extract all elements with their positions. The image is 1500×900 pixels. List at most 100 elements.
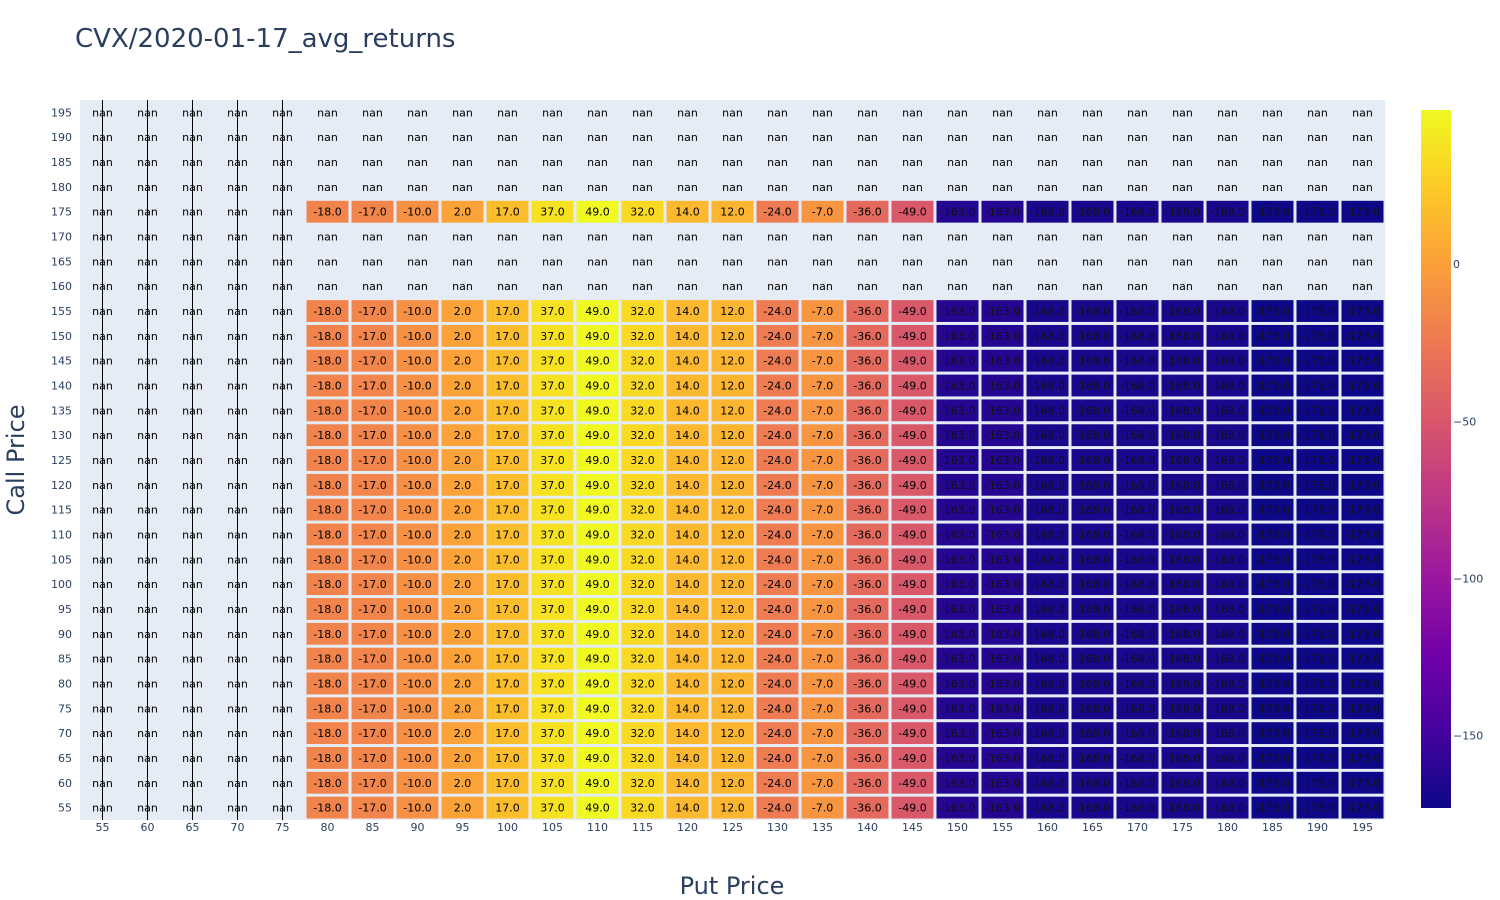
heatmap-cell: [531, 672, 574, 695]
cell-label: -168.0: [1120, 504, 1155, 517]
heatmap-cell: [1116, 796, 1159, 819]
y-tick-label: 130: [51, 429, 72, 442]
heatmap-cell: [396, 697, 439, 720]
heatmap-cell: [1296, 349, 1339, 372]
heatmap-cell: [621, 647, 664, 670]
heatmap-cell: [576, 722, 619, 745]
heatmap-cell: [936, 349, 979, 372]
cell-label: -168.0: [1075, 528, 1110, 541]
cell-label: -24.0: [763, 752, 791, 765]
cell-label-missing: nan: [362, 156, 383, 169]
heatmap-cell: [1116, 399, 1159, 422]
cell-label: -49.0: [898, 628, 926, 641]
heatmap-cell: [936, 622, 979, 645]
cell-label: -173.0: [1300, 578, 1335, 591]
heatmap-cell: [576, 573, 619, 596]
cell-label: -49.0: [898, 355, 926, 368]
cell-label: -163.0: [940, 578, 975, 591]
heatmap-cell: [1296, 200, 1339, 223]
cell-label-missing: nan: [677, 280, 698, 293]
heatmap-cell: [1026, 424, 1069, 447]
cell-label: -168.0: [1030, 504, 1065, 517]
cell-label: -7.0: [812, 404, 833, 417]
cell-label: -168.0: [1165, 380, 1200, 393]
cell-label: 14.0: [675, 603, 700, 616]
cell-label-missing: nan: [677, 131, 698, 144]
heatmap-cell: [801, 324, 844, 347]
heatmap-cell: [1296, 523, 1339, 546]
heatmap-cell: [936, 374, 979, 397]
heatmap-cell: [441, 573, 484, 596]
heatmap-cell: [576, 697, 619, 720]
colorbar-tick-label: 0: [1453, 258, 1460, 271]
cell-label: -168.0: [1030, 429, 1065, 442]
cell-label-missing: nan: [1082, 131, 1103, 144]
heatmap-cell: [1206, 697, 1249, 720]
cell-label: -173.0: [1255, 603, 1290, 616]
heatmap-cell: [981, 573, 1024, 596]
heatmap-cell: [756, 399, 799, 422]
heatmap-cell: [531, 771, 574, 794]
cell-label-missing: nan: [452, 280, 473, 293]
heatmap-cell: [621, 573, 664, 596]
cell-label: -24.0: [763, 330, 791, 343]
cell-label-missing: nan: [1307, 280, 1328, 293]
cell-label: -163.0: [985, 727, 1020, 740]
cell-label: -36.0: [853, 578, 881, 591]
heatmap-cell: [801, 796, 844, 819]
cell-label: -168.0: [1120, 206, 1155, 219]
heatmap-cell: [486, 672, 529, 695]
heatmap-cell: [621, 200, 664, 223]
cell-label: -168.0: [1165, 777, 1200, 790]
x-tick-label: 185: [1262, 821, 1283, 834]
cell-label: 2.0: [454, 802, 472, 815]
cell-label: -168.0: [1165, 479, 1200, 492]
heatmap-cell: [1296, 374, 1339, 397]
cell-label: 17.0: [495, 380, 520, 393]
cell-label: 37.0: [540, 677, 565, 690]
heatmap-cell: [891, 598, 934, 620]
cell-label: -168.0: [1120, 429, 1155, 442]
cell-label: -173.0: [1300, 628, 1335, 641]
heatmap-cell: [936, 598, 979, 620]
heatmap-cell: [396, 598, 439, 620]
cell-label: -173.0: [1255, 777, 1290, 790]
heatmap-cell: [1026, 672, 1069, 695]
cell-label: -173.0: [1255, 479, 1290, 492]
heatmap-cell: [1116, 573, 1159, 596]
cell-label: -173.0: [1300, 653, 1335, 666]
heatmap-cell: [1251, 473, 1294, 496]
cell-label-missing: nan: [1037, 280, 1058, 293]
x-tick-label: 85: [366, 821, 380, 834]
cell-label: -173.0: [1255, 677, 1290, 690]
cell-label: -168.0: [1165, 528, 1200, 541]
cell-label: 17.0: [495, 355, 520, 368]
cell-label: -10.0: [403, 404, 431, 417]
heatmap-cell: [531, 399, 574, 422]
cell-label: -163.0: [940, 454, 975, 467]
cell-label-missing: nan: [992, 131, 1013, 144]
heatmap-cell: [486, 548, 529, 571]
heatmap-cell: [1296, 796, 1339, 819]
heatmap-cell: [621, 324, 664, 347]
cell-label-missing: nan: [722, 131, 743, 144]
heatmap-cell: [306, 722, 349, 745]
heatmap-cell: [1296, 722, 1339, 745]
y-tick-label: 150: [51, 330, 72, 343]
cell-label: 14.0: [675, 578, 700, 591]
cell-label: 32.0: [630, 727, 655, 740]
cell-label: -18.0: [313, 777, 341, 790]
heatmap-cell: [306, 573, 349, 596]
cell-label: -168.0: [1120, 330, 1155, 343]
cell-label-missing: nan: [317, 231, 338, 244]
cell-label: -173.0: [1300, 802, 1335, 815]
cell-label: -7.0: [812, 479, 833, 492]
heatmap-cell: [441, 647, 484, 670]
heatmap-cell: [1071, 598, 1114, 620]
heatmap-cell: [1296, 473, 1339, 496]
cell-label: 32.0: [630, 802, 655, 815]
cell-label: -173.0: [1345, 653, 1380, 666]
cell-label-missing: nan: [812, 106, 833, 119]
heatmap-cell: [1071, 573, 1114, 596]
cell-label-missing: nan: [1352, 280, 1373, 293]
